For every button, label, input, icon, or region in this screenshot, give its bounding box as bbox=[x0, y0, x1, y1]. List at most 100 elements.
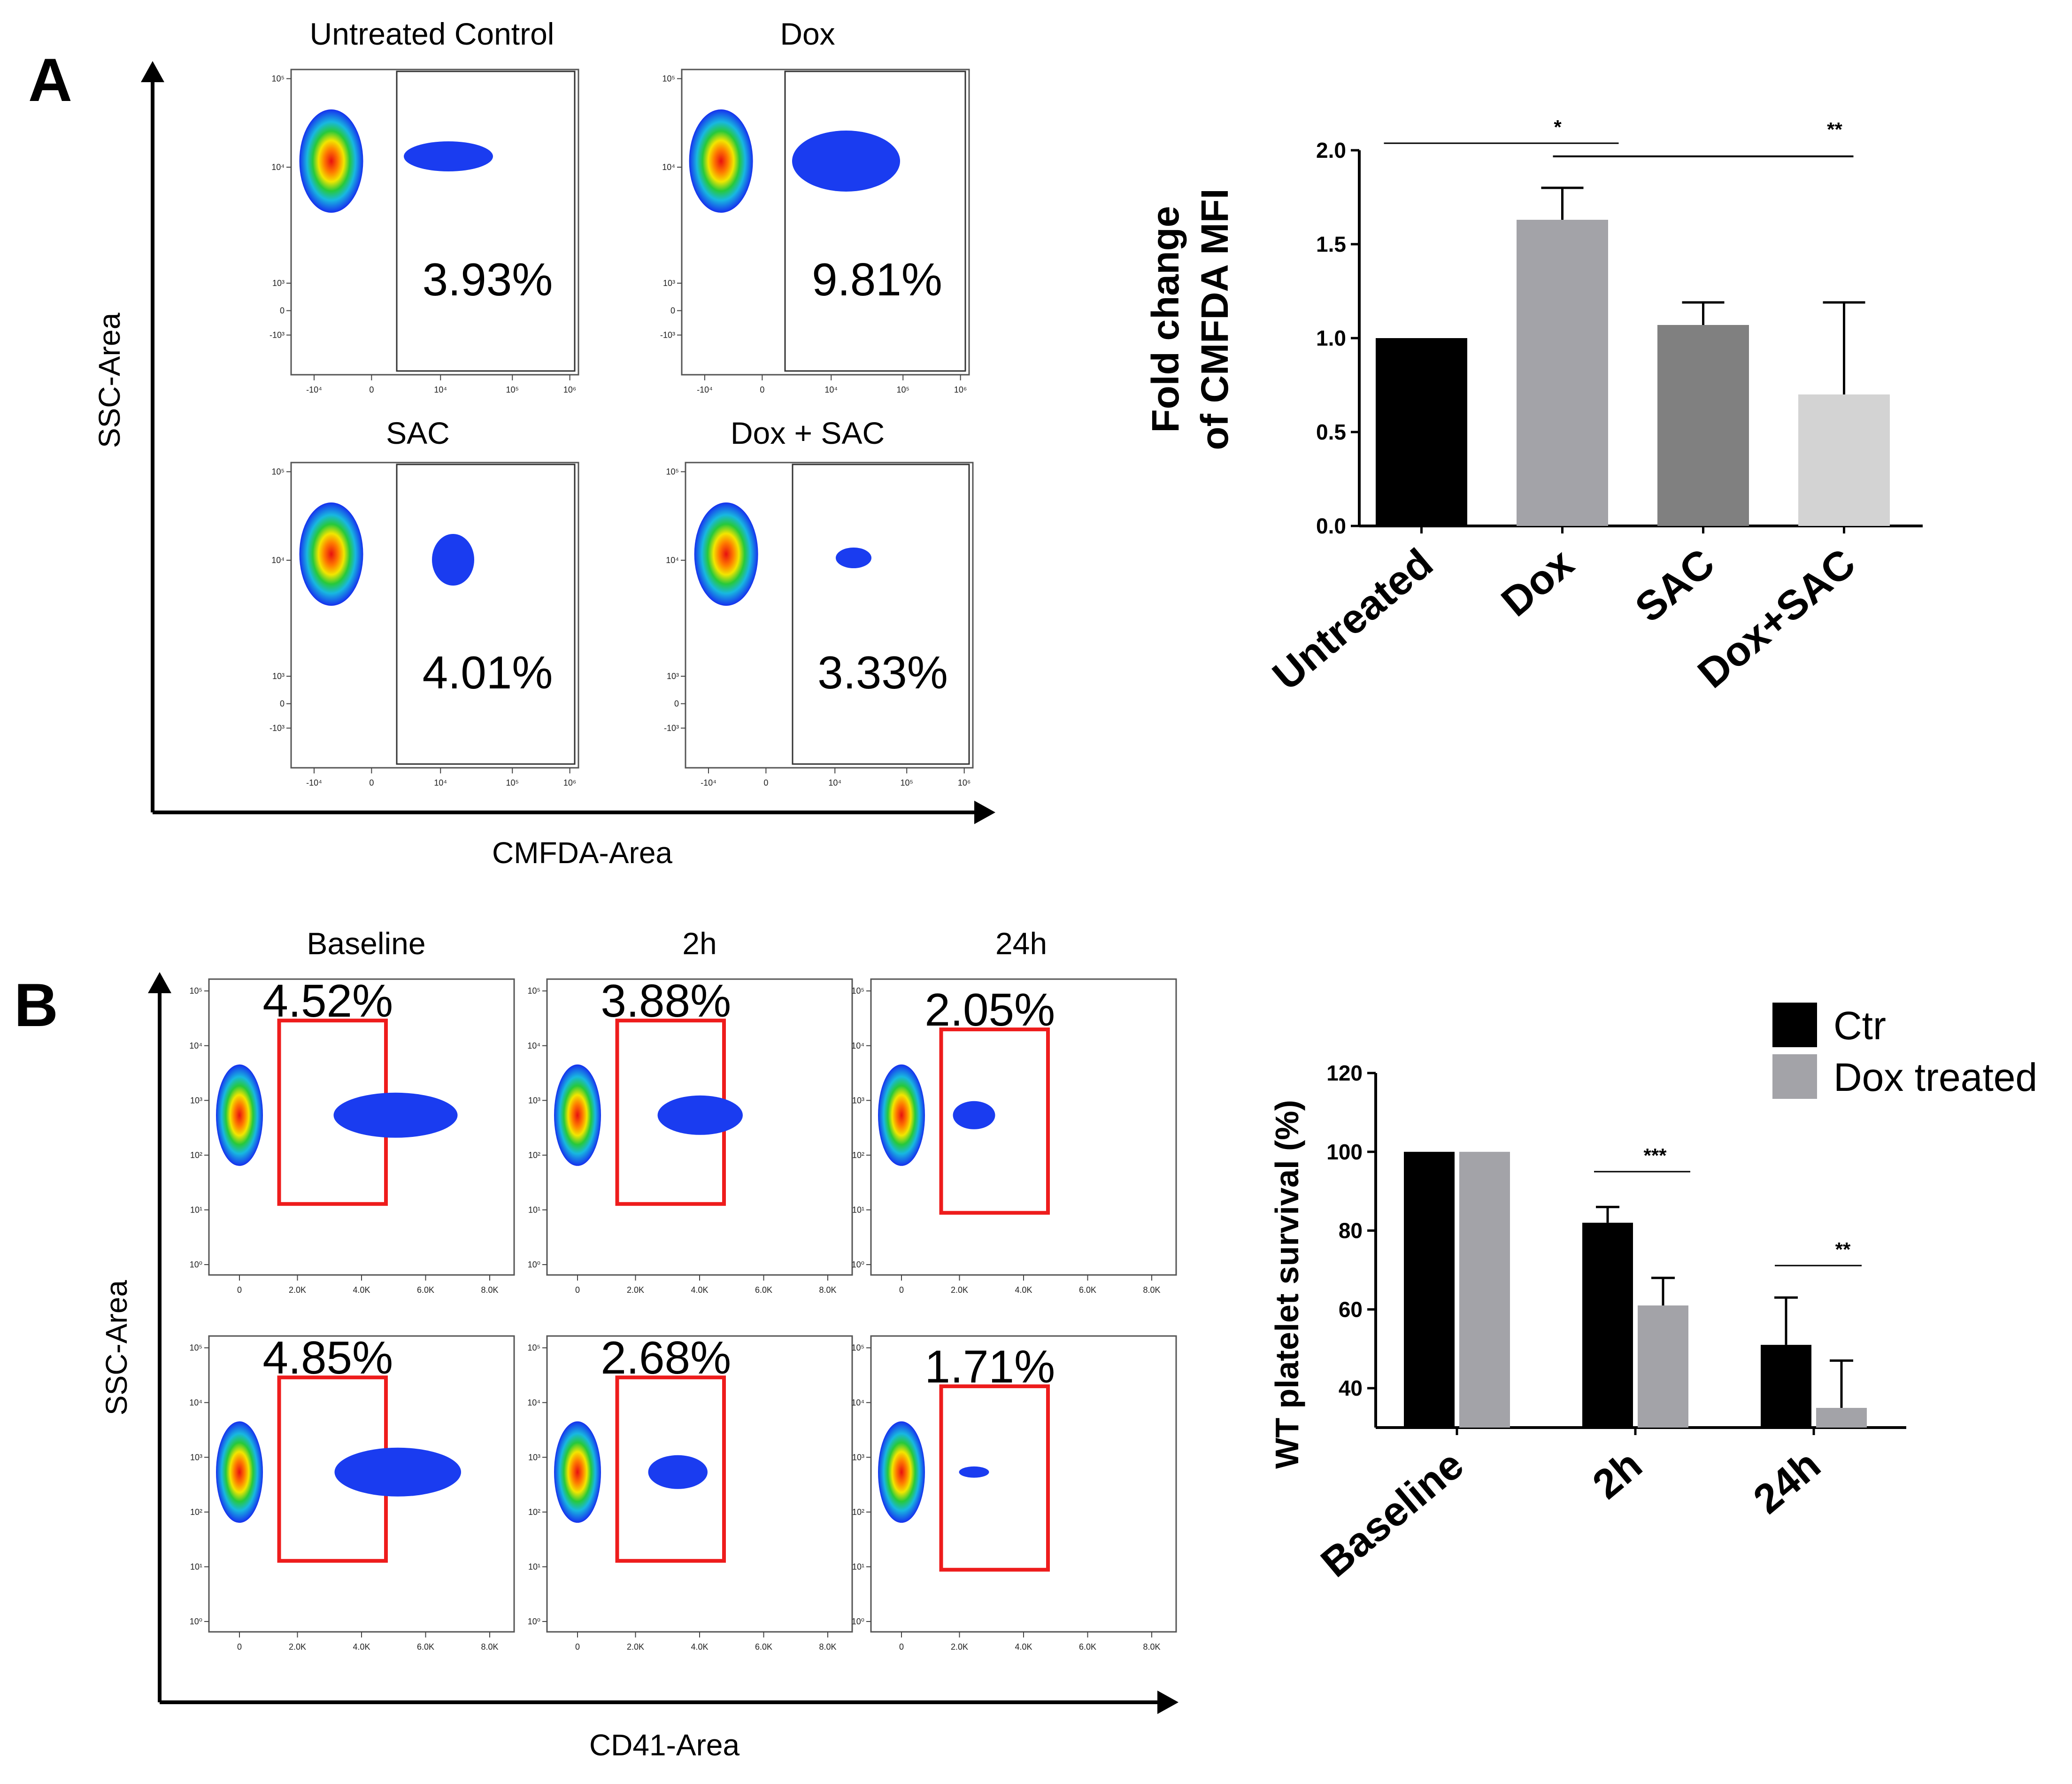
flow-a-xtick-label: 10⁵ bbox=[506, 385, 518, 394]
flow-b-gated-events-5 bbox=[959, 1466, 989, 1478]
flow-b-xtick-label: 0 bbox=[237, 1642, 242, 1652]
flow-b-ytick-label: 10⁵ bbox=[528, 986, 540, 996]
flow-b-xtick-label: 6.0K bbox=[1079, 1285, 1096, 1295]
panel-a-flow-plots: Untreated Control 3.93% -10⁴ 0 10⁴ 10⁵ 10⁶ 10⁵ 1… bbox=[270, 16, 974, 788]
flow-b-ytick-label: 10⁴ bbox=[527, 1041, 540, 1050]
flow-a-xtick-label: 10⁶ bbox=[563, 385, 576, 394]
flow-a-xtick-label: 10⁵ bbox=[900, 778, 913, 788]
flow-b-ytick-label: 10² bbox=[852, 1151, 864, 1160]
chart-b-bar-2h-dox-treated bbox=[1638, 1305, 1688, 1428]
flow-a-main-population-0 bbox=[299, 109, 363, 213]
flow-a-xtick-label: 0 bbox=[760, 385, 764, 394]
chart-b-ytick-label: 60 bbox=[1339, 1297, 1363, 1321]
flow-a-ytick-label: 10⁴ bbox=[666, 556, 679, 565]
flow-b-xtick-label: 0 bbox=[237, 1285, 242, 1295]
chart-a-category-label: Dox bbox=[1493, 540, 1582, 626]
chart-a-ytick-label: 2.0 bbox=[1316, 138, 1346, 162]
flow-a-xtick-label: 0 bbox=[369, 385, 374, 394]
chart-b-category-label: 2h bbox=[1584, 1441, 1650, 1508]
flow-b-xtick-label: 2.0K bbox=[289, 1642, 306, 1652]
flow-a-xtick-label: 10⁴ bbox=[434, 385, 447, 394]
flow-a-percent-1: 9.81% bbox=[812, 254, 942, 305]
flow-b-ytick-label: 10⁴ bbox=[851, 1398, 864, 1407]
flow-a-ytick-label: -10³ bbox=[660, 331, 675, 340]
chart-b-ytick-label: 100 bbox=[1326, 1140, 1363, 1164]
flow-b-col-title-1: 2h bbox=[682, 926, 716, 961]
panel-b-x-arrowhead bbox=[1157, 1691, 1178, 1714]
flow-b-xtick-label: 4.0K bbox=[1015, 1285, 1032, 1295]
flow-a-ytick-label: 0 bbox=[280, 306, 285, 316]
flow-b-xtick-label: 6.0K bbox=[1079, 1642, 1096, 1652]
chart-a-sig-label-2: ** bbox=[1827, 118, 1842, 140]
chart-a-y-label-line1: Fold change bbox=[1144, 206, 1187, 433]
flow-a-ytick-label: 10⁵ bbox=[662, 74, 675, 84]
flow-a-title-2: SAC bbox=[386, 416, 450, 450]
flow-a-xtick-label: 10⁴ bbox=[824, 385, 838, 394]
flow-b-xtick-label: 8.0K bbox=[481, 1642, 498, 1652]
flow-b-xtick-label: 6.0K bbox=[417, 1285, 434, 1295]
flow-b-percent-1: 3.88% bbox=[601, 975, 731, 1027]
flow-b-ytick-label: 10⁴ bbox=[527, 1398, 540, 1407]
flow-a-xtick-label: 10⁶ bbox=[563, 778, 576, 788]
chart-a-category-label: Untreated bbox=[1263, 540, 1441, 699]
flow-b-ytick-label: 10⁰ bbox=[190, 1617, 202, 1626]
flow-b-main-population-2 bbox=[878, 1064, 925, 1166]
chart-b-bar-24h-dox-treated bbox=[1816, 1408, 1867, 1428]
chart-a-y-label-line2: of CMFDA MFI bbox=[1194, 188, 1236, 450]
flow-b-main-population-0 bbox=[216, 1064, 263, 1166]
flow-a-xtick-label: -10⁴ bbox=[701, 778, 716, 788]
chart-b-bar-2h-ctr bbox=[1582, 1222, 1633, 1428]
chart-b-legend-swatch-0 bbox=[1772, 1003, 1817, 1047]
flow-a-title-3: Dox + SAC bbox=[731, 416, 885, 450]
flow-b-xtick-label: 0 bbox=[899, 1285, 904, 1295]
flow-b-col-title-0: Baseline bbox=[307, 926, 425, 961]
flow-a-xtick-label: -10⁴ bbox=[306, 385, 322, 394]
flow-b-ytick-label: 10² bbox=[190, 1507, 202, 1517]
chart-b-sig-label-24h: ** bbox=[1835, 1238, 1851, 1260]
flow-b-gated-events-3 bbox=[334, 1447, 461, 1497]
flow-b-percent-5: 1.71% bbox=[924, 1341, 1055, 1392]
flow-a-xtick-label: -10⁴ bbox=[306, 778, 322, 788]
chart-a-ytick-label: 0.0 bbox=[1316, 514, 1346, 538]
panel-a-y-arrowhead bbox=[141, 61, 164, 82]
flow-b-xtick-label: 8.0K bbox=[1143, 1285, 1160, 1295]
flow-b-xtick-label: 4.0K bbox=[353, 1642, 370, 1652]
flow-a-xtick-label: 10⁵ bbox=[506, 778, 518, 788]
flow-a-ytick-label: 10⁵ bbox=[666, 467, 679, 477]
flow-b-gate-2 bbox=[939, 1027, 1050, 1215]
flow-a-ytick-label: 10³ bbox=[272, 278, 285, 288]
flow-b-percent-4: 2.68% bbox=[601, 1332, 731, 1383]
flow-b-ytick-label: 10⁴ bbox=[851, 1041, 864, 1050]
chart-b-ytick-label: 120 bbox=[1326, 1061, 1363, 1085]
chart-a-bar-dox bbox=[1517, 220, 1608, 526]
panel-b-flow-plots: Baseline 2h 24h 4.52% 0 2.0K 4.0K 6.0K 8.0K 10⁵ 10… bbox=[189, 926, 1177, 1652]
flow-a-xtick-label: 0 bbox=[763, 778, 768, 788]
flow-b-ytick-label: 10¹ bbox=[852, 1562, 864, 1571]
flow-b-ytick-label: 10⁵ bbox=[190, 986, 202, 996]
flow-a-xtick-label: 10⁵ bbox=[896, 385, 909, 394]
flow-b-ytick-label: 10¹ bbox=[528, 1562, 540, 1571]
flow-b-ytick-label: 10⁵ bbox=[852, 986, 864, 996]
panel-b-y-arrowhead bbox=[148, 972, 171, 993]
panel-label-b: B bbox=[14, 971, 58, 1039]
chart-b-bar-24h-ctr bbox=[1761, 1344, 1811, 1428]
flow-b-ytick-label: 10³ bbox=[528, 1096, 540, 1105]
flow-a-ytick-label: 10⁴ bbox=[662, 162, 675, 172]
flow-a-xtick-label: -10⁴ bbox=[697, 385, 713, 394]
flow-b-ytick-label: 10¹ bbox=[528, 1205, 540, 1214]
flow-b-ytick-label: 10¹ bbox=[190, 1562, 202, 1571]
flow-a-ytick-label: 0 bbox=[280, 699, 285, 709]
flow-b-percent-0: 4.52% bbox=[262, 975, 393, 1027]
flow-b-xtick-label: 2.0K bbox=[951, 1642, 968, 1652]
flow-b-xtick-label: 8.0K bbox=[819, 1642, 836, 1652]
panel-b-x-axis-title: CD41-Area bbox=[589, 1728, 740, 1762]
flow-b-gate-4 bbox=[615, 1375, 726, 1563]
chart-a-ytick-label: 1.5 bbox=[1316, 232, 1346, 256]
flow-a-ytick-label: 10⁴ bbox=[271, 162, 285, 172]
flow-b-ytick-label: 10⁵ bbox=[190, 1343, 202, 1352]
flow-b-ytick-label: 10⁰ bbox=[528, 1260, 540, 1269]
chart-a-category-label: SAC bbox=[1626, 540, 1723, 631]
flow-b-ytick-label: 10⁵ bbox=[528, 1343, 540, 1352]
flow-b-xtick-label: 6.0K bbox=[755, 1285, 772, 1295]
